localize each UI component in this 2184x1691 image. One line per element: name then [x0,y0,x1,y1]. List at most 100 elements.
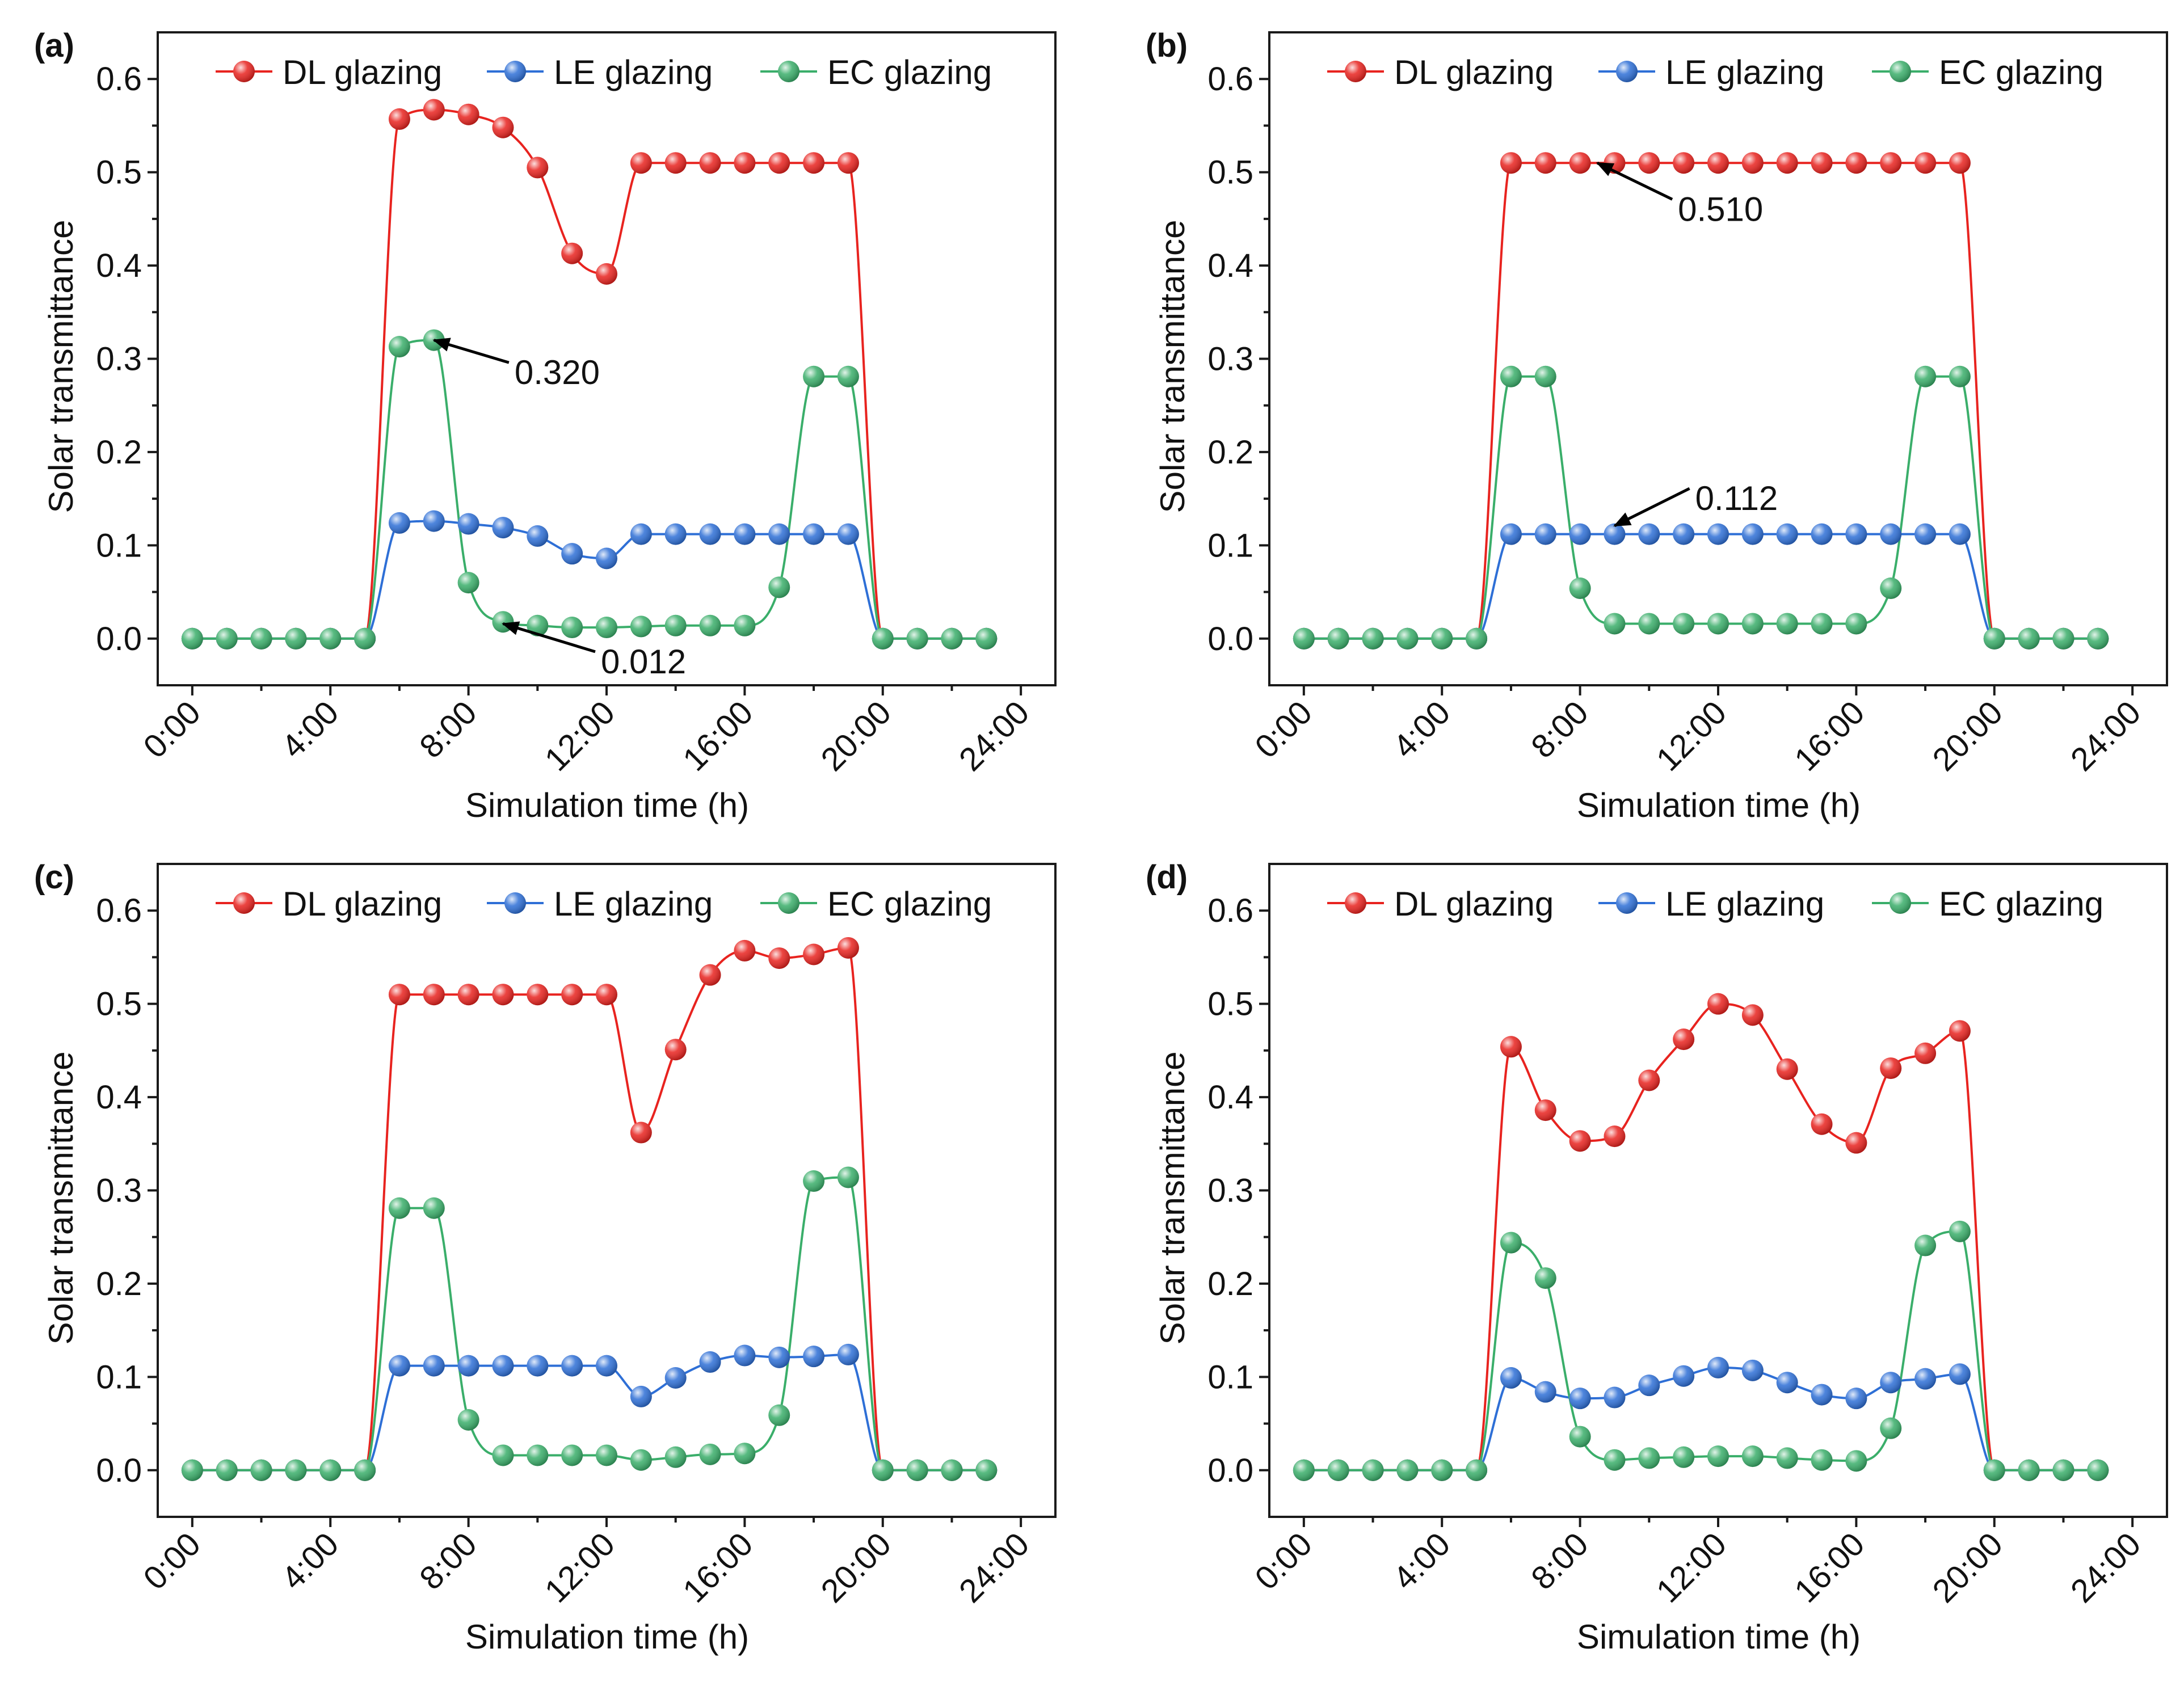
legend: DL glazing LE glazing EC glazing [1327,53,2103,91]
data-point-shine [423,1355,445,1377]
legend-marker-shine [778,892,799,914]
data-point-shine [1776,613,1798,635]
data-point-shine [768,523,790,545]
data-point-shine [561,242,583,264]
data-point-shine [1811,152,1833,174]
data-point-shine [1811,1449,1833,1471]
data-point-shine [457,572,479,594]
data-point-shine [1673,613,1695,635]
y-axis-title: Solar transmittance [42,220,80,513]
data-point-shine [1293,1459,1315,1481]
data-point-shine [630,152,652,174]
data-point-shine [250,627,272,650]
y-tick-label: 0.2 [96,434,142,471]
data-point-shine [1811,523,1833,545]
data-point-shine [975,627,998,650]
data-point-shine [596,263,617,285]
panel-a: (a) Solar transmittance Simulation time … [34,27,1057,824]
data-point-shine [630,1121,652,1144]
data-point-shine [561,543,583,565]
series-line-0 [1303,162,2098,640]
series-layer [1293,993,2109,1481]
y-tick-label: 0.3 [96,1173,142,1209]
annotation-label: 0.112 [1695,479,1778,517]
panel-label: (d) [1146,859,1188,896]
data-point-shine [664,523,687,545]
data-point-shine [1673,523,1695,545]
data-point-shine [457,1355,479,1377]
data-point-shine [699,523,721,545]
y-tick-label: 0.2 [96,1266,142,1302]
data-point-shine [1845,152,1867,174]
plot-frame [157,31,1057,686]
data-point-shine [699,1351,721,1373]
series-lines [1303,162,2098,640]
data-point-shine [630,615,652,638]
data-point-shine [837,937,859,959]
data-point-shine [1500,1232,1522,1254]
data-point-shine [1707,523,1729,545]
annotation-label: 0.320 [515,353,600,391]
x-tick-label: 24:00 [2064,694,2148,778]
data-point-shine [1673,1028,1695,1051]
y-tick-label: 0.5 [96,154,142,191]
legend-label-le: LE glazing [554,53,713,91]
x-axis: 0:00 4:00 8:00 12:00 16:00 20:00 24:00 [1248,685,2148,778]
y-tick-label: 0.5 [1207,986,1253,1023]
data-point-shine [1604,1449,1626,1471]
data-point-shine [1569,152,1591,174]
data-point-shine [1534,152,1556,174]
data-point-shine [1880,1372,1902,1394]
y-tick-label: 0.0 [1207,621,1253,657]
data-point-shine [734,523,756,545]
data-point-shine [630,1449,652,1471]
legend: DL glazing LE glazing EC glazing [216,885,992,923]
y-tick-label: 0.1 [96,527,142,564]
data-point-shine [1880,523,1902,545]
x-tick-label: 16:00 [1787,1525,1872,1610]
data-point-shine [837,365,859,387]
data-point-shine [1949,365,1971,387]
x-tick-label: 20:00 [814,694,898,778]
data-point-shine [1914,1234,1937,1256]
data-point-shine [768,152,790,174]
data-point-shine [181,1459,203,1481]
data-point-shine [1534,1381,1556,1403]
data-point-shine [906,1459,928,1481]
annotation-layer: 0.320 0.012 [432,338,686,681]
data-point-shine [699,1443,721,1465]
legend-label-le: LE glazing [1665,885,1824,923]
data-point-shine [1604,613,1626,635]
legend-item-le: LE glazing [1598,885,1824,923]
series-line-0 [1303,1002,2098,1471]
data-point-shine [664,1039,687,1061]
legend-item-ec: EC glazing [760,885,992,923]
data-point-shine [1949,152,1971,174]
data-point-shine [1811,613,1833,635]
data-point-shine [1949,1363,1971,1385]
series-markers-2 [181,1166,998,1481]
x-tick-label: 4:00 [275,1525,346,1597]
y-axis-title: Solar transmittance [1154,1052,1192,1345]
data-point-shine [1949,1020,1971,1042]
legend: DL glazing LE glazing EC glazing [216,53,992,91]
data-point-shine [1914,152,1937,174]
data-point-shine [1673,1365,1695,1387]
annotation-label: 0.012 [601,643,686,681]
data-point-shine [388,512,410,534]
data-point-shine [1776,1372,1798,1394]
data-point-shine [1741,1004,1764,1026]
data-point-shine [423,984,445,1006]
data-point-shine [527,157,549,179]
data-point-shine [561,617,583,639]
data-point-shine [1396,627,1419,650]
data-point-shine [2087,1459,2109,1481]
annotation-arrow [432,338,510,364]
data-point-shine [699,152,721,174]
y-tick-label: 0.5 [96,986,142,1023]
legend-item-ec: EC glazing [1872,53,2103,91]
y-tick-label: 0.1 [96,1359,142,1395]
legend-item-le: LE glazing [487,885,713,923]
legend-marker-shine [778,61,799,82]
y-tick-label: 0.3 [1207,341,1253,378]
